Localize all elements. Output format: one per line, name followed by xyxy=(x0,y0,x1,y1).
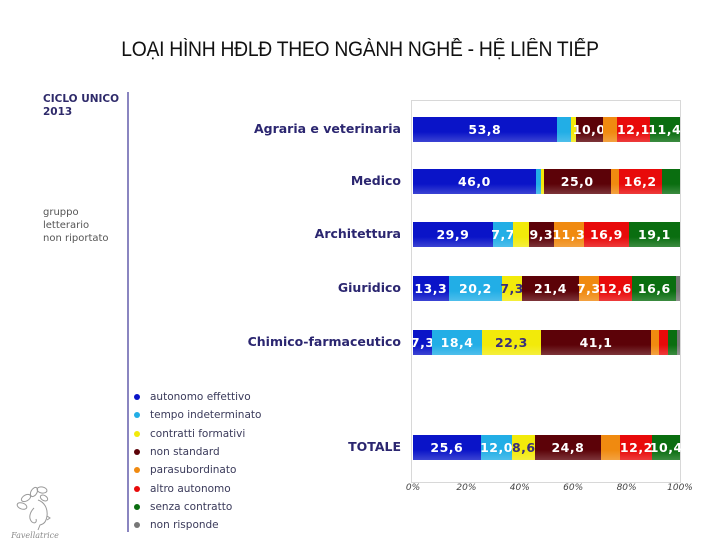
x-tick-label: 100% xyxy=(667,483,693,493)
category-label: Medico xyxy=(350,173,401,188)
bar-segment: 41,1 xyxy=(541,330,651,355)
legend-item: non risponde xyxy=(134,516,261,534)
bar-segment: 10,0 xyxy=(573,117,605,142)
bar-segment: 21,4 xyxy=(521,276,580,301)
bar-segment: 53,8 xyxy=(413,117,557,142)
favellatrice-logo-icon: Favellatrice xyxy=(10,486,59,540)
stacked-bar: 25,6 12,0 8,6 24,8 12,2 10,4 xyxy=(413,435,682,460)
bar-segment: 24,8 xyxy=(535,435,601,460)
bar-segment: 7,7 xyxy=(491,222,514,247)
bar-segment: 18,4 xyxy=(432,330,482,355)
subtitle-line-1: CICLO UNICO xyxy=(43,93,120,105)
legend-item: senza contratto xyxy=(134,498,261,516)
bar-segment: 10,4 xyxy=(650,435,682,460)
category-label: Architettura xyxy=(314,226,401,241)
bar-segment: 12,1 xyxy=(617,117,650,142)
subtitle-line-2: 2013 xyxy=(43,106,73,118)
legend-dot-icon xyxy=(134,430,140,437)
legend-label: non risponde xyxy=(150,519,219,532)
legend-item: tempo indeterminato xyxy=(134,406,261,424)
legend-dot-icon xyxy=(134,485,140,492)
bar-segment: 16,9 xyxy=(583,222,629,247)
bar-segment: 16,6 xyxy=(632,276,677,301)
bar-segment: 12,2 xyxy=(620,435,653,460)
legend-item: altro autonomo xyxy=(134,479,261,497)
legend-item: contratti formativi xyxy=(134,425,261,443)
legend-item: non standard xyxy=(134,443,261,461)
x-tick-label: 60% xyxy=(563,483,584,493)
bar-segment: 11,3 xyxy=(552,222,585,247)
bar-segment: 25,0 xyxy=(543,169,611,194)
x-tick-label: 0% xyxy=(405,483,421,493)
bar-segment: 7,3 xyxy=(411,330,434,355)
bar-segment: 13,3 xyxy=(413,276,449,301)
stacked-bar: 7,3 18,4 22,3 41,1 xyxy=(411,330,680,355)
bar-segment xyxy=(658,330,669,355)
divider-line xyxy=(127,92,129,532)
stacked-bar: 53,8 10,0 12,1 11,4 xyxy=(413,117,681,142)
bar-segment xyxy=(676,276,680,301)
category-label: Agraria e veterinaria xyxy=(253,121,401,136)
bar-segment: 9,3 xyxy=(528,222,554,247)
bar-segment: 16,2 xyxy=(618,169,662,194)
bar-segment: 7,3 xyxy=(577,276,600,301)
bar-segment: 12,6 xyxy=(598,276,633,301)
category-label: Giuridico xyxy=(337,280,401,295)
legend-dot-icon xyxy=(134,394,140,401)
bar-segment: 11,4 xyxy=(648,117,681,142)
stacked-bar: 13,3 20,2 7,3 21,4 7,3 12,6 16,6 xyxy=(413,276,680,301)
legend-dot-icon xyxy=(134,467,140,474)
legend-label: contratti formativi xyxy=(150,427,246,440)
x-tick-label: 40% xyxy=(509,483,530,493)
bar-segment xyxy=(535,169,542,194)
legend-label: autonomo effettivo xyxy=(150,391,251,404)
legend-label: altro autonomo xyxy=(150,482,231,495)
bar-segment xyxy=(668,330,678,355)
chart-subtitle: CICLO UNICO 2013 xyxy=(43,93,119,119)
bar-segment xyxy=(600,435,621,460)
legend-dot-icon xyxy=(134,449,140,456)
legend-label: parasubordinato xyxy=(150,464,237,477)
bar-segment xyxy=(661,169,680,194)
chart-title: LOẠI HÌNH HĐLĐ THEO NGÀNH NGHỀ - HỆ LIÊN… xyxy=(121,38,599,61)
x-tick-label: 80% xyxy=(616,483,637,493)
legend-dot-icon xyxy=(134,503,140,510)
category-label: TOTALE xyxy=(348,439,401,454)
bar-segment xyxy=(541,169,544,194)
bar-segment: 25,6 xyxy=(413,435,481,460)
legend-item: parasubordinato xyxy=(134,461,261,479)
x-tick-label: 20% xyxy=(456,483,477,493)
legend-item: autonomo effettivo xyxy=(134,388,261,406)
bar-segment: 7,3 xyxy=(500,276,523,301)
side-note: gruppo letterario non riportato xyxy=(43,206,109,245)
bar-segment: 12,0 xyxy=(480,435,512,460)
bar-segment xyxy=(570,117,576,142)
bar-segment: 46,0 xyxy=(413,169,536,194)
note-line-2: letterario xyxy=(43,220,90,231)
note-line-3: non riportato xyxy=(43,233,109,244)
bar-segment: 20,2 xyxy=(448,276,503,301)
legend-label: tempo indeterminato xyxy=(150,409,262,422)
bar-segment xyxy=(602,117,618,142)
legend: autonomo effettivo tempo indeterminato con… xyxy=(134,388,261,534)
plot-area xyxy=(411,100,681,483)
bar-segment xyxy=(556,117,571,142)
bar-segment: 29,9 xyxy=(413,222,493,247)
note-line-1: gruppo xyxy=(43,207,79,218)
bar-segment: 22,3 xyxy=(481,330,542,355)
bar-segment xyxy=(677,330,680,355)
legend-label: non standard xyxy=(150,446,220,459)
svg-text:Favellatrice: Favellatrice xyxy=(10,531,59,540)
legend-dot-icon xyxy=(134,412,140,419)
stacked-bar: 29,9 7,7 9,3 11,3 16,9 19,1 xyxy=(413,222,680,247)
bar-segment xyxy=(513,222,529,247)
bar-segment xyxy=(650,330,659,355)
legend-label: senza contratto xyxy=(150,500,233,513)
legend-dot-icon xyxy=(134,522,140,529)
category-label: Chimico-farmaceutico xyxy=(247,334,401,349)
bar-segment xyxy=(610,169,619,194)
bar-segment: 8,6 xyxy=(512,435,536,460)
stacked-bar: 46,0 25,0 16,2 xyxy=(413,169,680,194)
bar-segment: 19,1 xyxy=(628,222,680,247)
